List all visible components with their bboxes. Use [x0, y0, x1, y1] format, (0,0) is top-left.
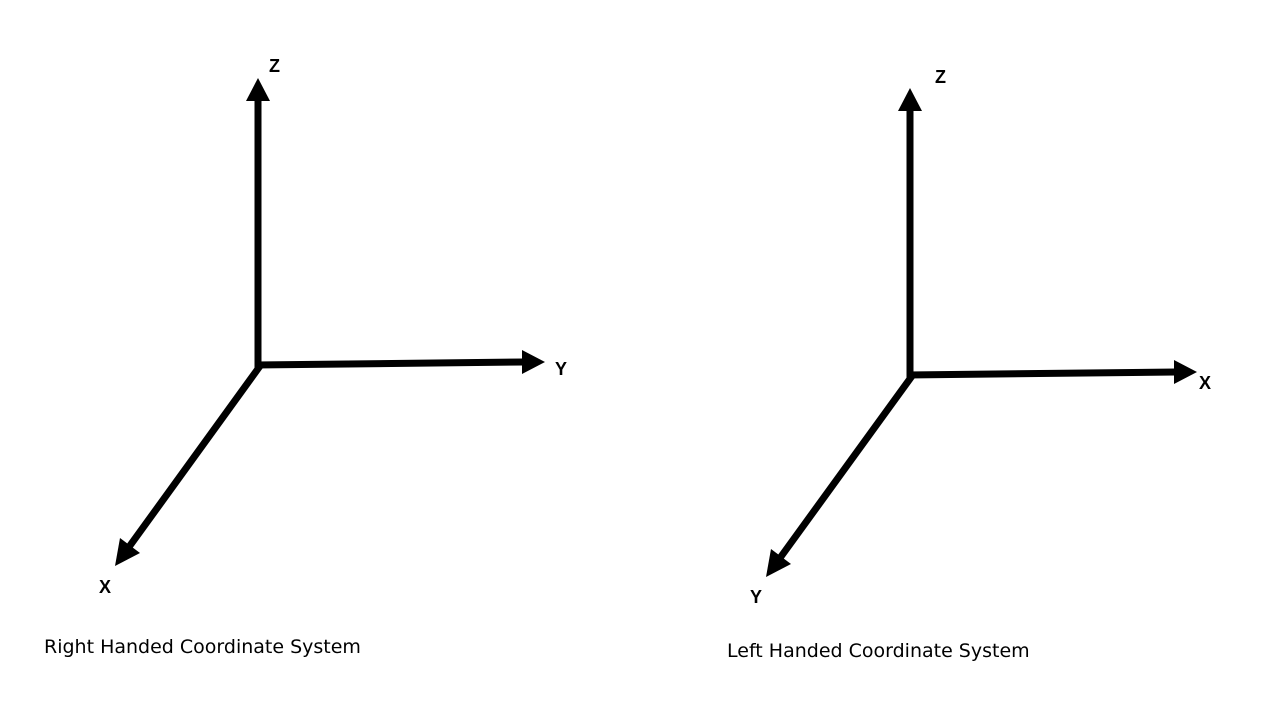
rh-x-axis-line: [126, 363, 263, 550]
rh-y-arrowhead: [522, 350, 545, 374]
lh-z-axis-label: Z: [935, 67, 946, 87]
left-handed-system: Z X Y Left Handed Coordinate System: [727, 67, 1211, 662]
rh-y-axis-line: [254, 358, 525, 369]
lh-y-axis-line: [777, 373, 915, 561]
lh-y-arrowhead: [766, 549, 791, 577]
lh-x-axis-line: [906, 368, 1177, 379]
rh-x-axis-label: X: [99, 577, 111, 597]
rh-z-arrowhead: [246, 78, 270, 101]
right-handed-system: Z Y X Right Handed Coordinate System: [44, 56, 567, 658]
lh-caption: Left Handed Coordinate System: [727, 640, 1030, 662]
rh-caption: Right Handed Coordinate System: [44, 636, 361, 658]
lh-x-axis-label: X: [1199, 373, 1211, 393]
rh-x-arrowhead: [115, 538, 140, 566]
rh-y-axis-label: Y: [555, 359, 567, 379]
lh-z-arrowhead: [898, 88, 922, 111]
lh-y-axis-label: Y: [750, 587, 762, 607]
rh-z-axis-label: Z: [269, 56, 280, 76]
lh-x-arrowhead: [1174, 360, 1197, 384]
